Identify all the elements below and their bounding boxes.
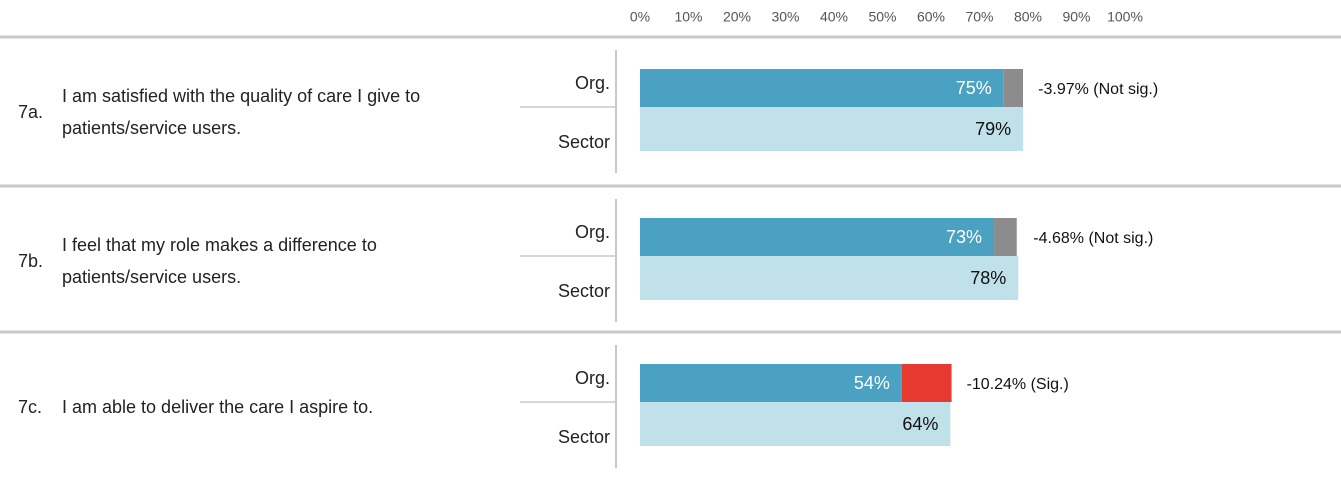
difference-label: -4.68% (Not sig.): [1033, 230, 1153, 247]
series-label: Org.: [575, 73, 610, 93]
x-tick-label: 30%: [771, 9, 799, 25]
x-tick-label: 90%: [1062, 9, 1090, 25]
question-id: 7c.: [18, 397, 43, 417]
value-label: 54%: [854, 373, 890, 393]
x-tick-label: 40%: [820, 9, 848, 25]
value-label: 73%: [946, 227, 982, 247]
difference-bar: [1003, 69, 1024, 107]
bar: [640, 402, 951, 446]
question: 7c. I am able to deliver the care I aspir…: [18, 352, 502, 462]
difference-label: -10.24% (Sig.): [967, 376, 1069, 393]
x-tick-label: 50%: [868, 9, 896, 25]
series-label: Org.: [575, 222, 610, 242]
difference-label: -3.97% (Not sig.): [1038, 81, 1158, 98]
series-label: Org.: [575, 368, 610, 388]
bar: [640, 256, 1019, 300]
value-label: 79%: [975, 119, 1011, 139]
value-label: 64%: [902, 414, 938, 434]
x-tick-label: 10%: [674, 9, 702, 25]
question-text: I am satisfied with the quality of care …: [62, 86, 421, 138]
bar: [640, 107, 1024, 151]
bar: [640, 364, 902, 402]
value-label: 75%: [956, 78, 992, 98]
question: 7b. I feel that my role makes a differenc…: [18, 206, 502, 316]
bar: [640, 218, 995, 256]
difference-bar: [901, 364, 952, 402]
x-tick-label: 60%: [917, 9, 945, 25]
difference-bar: [994, 218, 1017, 256]
x-tick-label: 20%: [723, 9, 751, 25]
series-label: Sector: [558, 281, 610, 301]
question-id: 7a.: [18, 102, 44, 122]
question-text: I am able to deliver the care I aspire t…: [62, 397, 374, 417]
series-label: Sector: [558, 132, 610, 152]
x-tick-label: 80%: [1014, 9, 1042, 25]
x-tick-label: 100%: [1107, 9, 1143, 25]
question: 7a. I am satisfied with the quality of ca…: [18, 57, 502, 167]
x-tick-label: 0%: [630, 9, 650, 25]
bar: [640, 69, 1004, 107]
question-text: I feel that my role makes a difference t…: [62, 235, 377, 287]
x-tick-label: 70%: [965, 9, 993, 25]
question-id: 7b.: [18, 251, 44, 271]
series-label: Sector: [558, 427, 610, 447]
value-label: 78%: [970, 268, 1006, 288]
